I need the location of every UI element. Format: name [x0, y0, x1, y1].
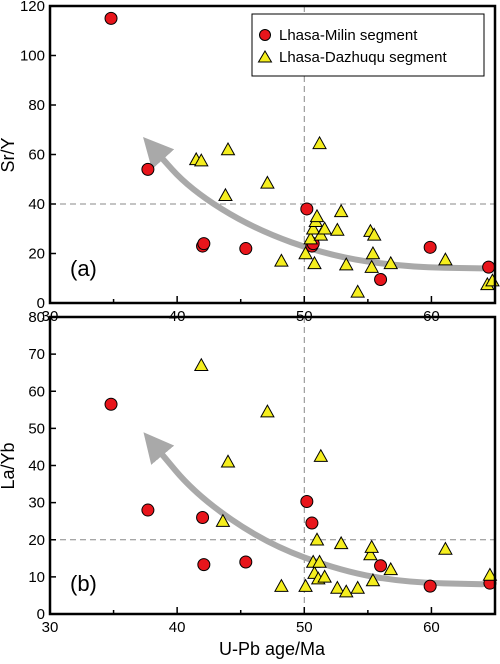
panel-b-milin-point: [423, 579, 437, 593]
panel-a-dazhuqu-point: [364, 259, 380, 273]
panel-b-dazhuqu-point: [260, 404, 275, 418]
panel-b-milin-point: [141, 503, 155, 517]
panel-a-y-tick-label: 0: [37, 295, 45, 312]
panel-b-trend-arrow: [143, 432, 486, 588]
panel-a-milin-point: [104, 11, 118, 25]
panel-b-dazhuqu-point: [193, 357, 209, 371]
panel-a-dazhuqu-point: [366, 227, 382, 241]
legend: Lhasa-Milin segment Lhasa-Dazhuqu segmen…: [251, 13, 485, 77]
panel-b-x-tick-label: 50: [296, 619, 313, 636]
panel-a-dazhuqu-point: [338, 257, 354, 271]
panel-b-milin-point: [300, 495, 314, 509]
panel-b-y-tick-label: 50: [28, 420, 45, 437]
panel-a-y-tick-label: 40: [28, 196, 45, 213]
legend-label-milin: Lhasa-Milin segment: [279, 27, 418, 44]
panel-b-dazhuqu-point: [274, 578, 289, 592]
panel-a-dazhuqu-point: [220, 142, 236, 156]
panel-a-frame: [48, 4, 497, 305]
panel-b-dazhuqu-point: [438, 541, 453, 555]
panel-b-dazhuqu-point: [350, 580, 366, 594]
panel-b-y-tick-label: 30: [28, 495, 45, 512]
panel-a-milin-point: [300, 202, 314, 216]
panel-b-dazhuqu-point: [312, 554, 327, 568]
panel-a-dazhuqu-point: [383, 255, 399, 270]
panel-b-dazhuqu-point: [365, 573, 381, 587]
panel-a-dazhuqu-point: [274, 253, 289, 267]
panel-b-milin-point: [197, 558, 211, 572]
legend-label-dazhuqu: Lhasa-Dazhuqu segment: [279, 49, 447, 66]
panel-b-dazhuqu-point: [333, 535, 349, 550]
panel-a-milin-point: [482, 260, 496, 274]
panel-b-milin-point: [374, 559, 388, 573]
panel-b-y-tick-label: 60: [28, 383, 45, 400]
panel-a-dazhuqu-point: [309, 208, 325, 223]
panel-a-dazhuqu-point: [303, 231, 318, 245]
panel-b-milin-point: [104, 397, 118, 411]
panel-a-dazhuqu-point: [312, 135, 327, 150]
panel-a-dazhuqu-point: [193, 153, 209, 167]
panel-b-x-tick-label: 40: [169, 619, 186, 636]
panel-b-y-tick-label: 10: [28, 569, 45, 586]
panel-b-dazhuqu-point: [482, 567, 498, 581]
panel-b-dazhuqu-point: [363, 547, 378, 561]
panel-a-y-tick-label: 100: [20, 48, 45, 65]
panel-a-dazhuqu-point: [298, 245, 313, 260]
panel-b-y-axis-label: La/Yb: [0, 442, 18, 489]
panel-b-y-tick-label: 20: [28, 532, 45, 549]
panel-a-y-axis-label: Sr/Y: [0, 137, 18, 172]
x-axis-label: U-Pb age/Ma: [219, 639, 326, 659]
panel-a-y-tick-label: 20: [28, 246, 45, 263]
panel-b-label: (b): [70, 571, 97, 596]
panel-b-dazhuqu-point: [220, 454, 236, 468]
panel-b-frame: [48, 315, 497, 616]
panel-a-y-tick-label: 60: [28, 147, 45, 164]
panel-b-dazhuqu-point: [215, 513, 231, 527]
panel-b-y-tick-label: 70: [28, 346, 45, 363]
legend-marker-milin: [259, 29, 271, 41]
panel-b-x-tick-label: 60: [423, 619, 440, 636]
panel-b-dazhuqu-point: [313, 448, 329, 462]
panel-b-y-tick-label: 40: [28, 458, 45, 475]
panel-a-dazhuqu-point: [218, 187, 233, 202]
panel-a-milin-point: [239, 242, 253, 256]
panel-b-dazhuqu-point: [309, 532, 325, 546]
panel-a-milin-point: [197, 237, 211, 251]
panel-a-dazhuqu-point: [329, 222, 345, 236]
panel-b-dazhuqu-point: [383, 561, 399, 576]
panel-b-dazhuqu-point: [329, 580, 345, 594]
panel-b-dazhuqu-point: [298, 578, 313, 592]
panel-a-milin-point: [423, 240, 437, 254]
panel-b-x-tick-label: 30: [42, 619, 59, 636]
panel-a-dazhuqu-point: [307, 255, 322, 270]
panel-b-dazhuqu-point: [364, 539, 380, 553]
panel-b-dazhuqu-point: [317, 569, 332, 583]
panel-a-milin-point: [141, 162, 155, 176]
panel-a-y-tick-label: 120: [20, 0, 45, 15]
panel-a-dazhuqu-point: [317, 221, 332, 235]
legend-box: [251, 13, 485, 77]
panel-b-y-tick-label: 0: [37, 606, 45, 623]
panel-b-milin-point: [196, 510, 210, 524]
panel-a-label: (a): [70, 256, 97, 281]
panel-a-dazhuqu-point: [350, 284, 366, 298]
panel-a-dazhuqu-point: [365, 245, 381, 260]
panel-a-dazhuqu-point: [333, 203, 349, 218]
legend-marker-dazhuqu: [257, 50, 273, 63]
panel-a-trend-arrow: [143, 137, 486, 272]
panel-b-y-tick-label: 80: [28, 309, 45, 326]
panel-a-y-tick-label: 80: [28, 97, 45, 114]
panel-a-milin-point: [374, 272, 388, 286]
panel-b-dazhuqu-point: [338, 584, 354, 598]
panel-a-dazhuqu-point: [305, 221, 321, 235]
panel-b-milin-point: [305, 516, 319, 530]
panel-b: 0 10 20 30 40 50 60 70 80 30 40 50 60 (b) La/Yb: [0, 309, 498, 636]
panel-b-milin-point: [239, 555, 253, 569]
panel-a-dazhuqu-point: [260, 175, 275, 189]
panel-a-dazhuqu-point: [438, 252, 453, 266]
